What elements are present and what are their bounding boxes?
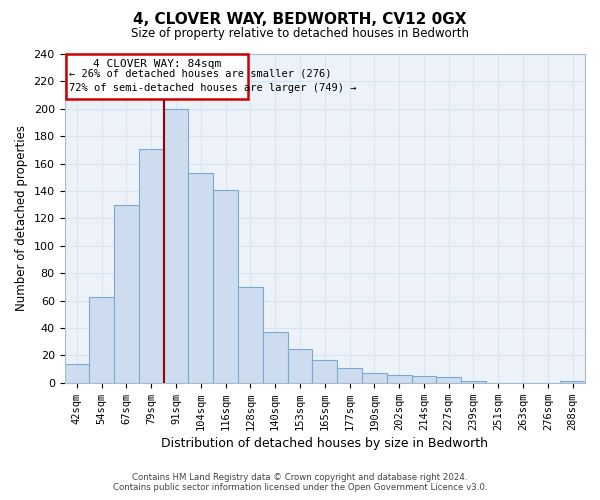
Bar	[238, 287, 263, 383]
Bar	[263, 332, 287, 383]
Bar	[287, 348, 313, 383]
X-axis label: Distribution of detached houses by size in Bedworth: Distribution of detached houses by size …	[161, 437, 488, 450]
Bar	[89, 296, 114, 383]
Bar	[164, 109, 188, 383]
Y-axis label: Number of detached properties: Number of detached properties	[15, 126, 28, 312]
Bar	[387, 374, 412, 383]
Bar	[114, 204, 139, 383]
Bar	[188, 173, 213, 383]
FancyBboxPatch shape	[66, 54, 248, 99]
Bar	[461, 382, 486, 383]
Text: Contains HM Land Registry data © Crown copyright and database right 2024.
Contai: Contains HM Land Registry data © Crown c…	[113, 473, 487, 492]
Bar	[213, 190, 238, 383]
Text: 4 CLOVER WAY: 84sqm: 4 CLOVER WAY: 84sqm	[93, 60, 221, 70]
Text: 72% of semi-detached houses are larger (749) →: 72% of semi-detached houses are larger (…	[70, 84, 357, 94]
Bar	[436, 378, 461, 383]
Bar	[337, 368, 362, 383]
Text: 4, CLOVER WAY, BEDWORTH, CV12 0GX: 4, CLOVER WAY, BEDWORTH, CV12 0GX	[133, 12, 467, 28]
Bar	[362, 373, 387, 383]
Bar	[560, 382, 585, 383]
Text: Size of property relative to detached houses in Bedworth: Size of property relative to detached ho…	[131, 28, 469, 40]
Bar	[139, 148, 164, 383]
Bar	[412, 376, 436, 383]
Bar	[313, 360, 337, 383]
Text: ← 26% of detached houses are smaller (276): ← 26% of detached houses are smaller (27…	[70, 68, 332, 78]
Bar	[65, 364, 89, 383]
